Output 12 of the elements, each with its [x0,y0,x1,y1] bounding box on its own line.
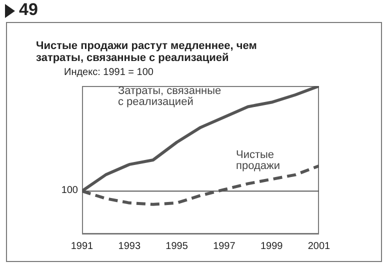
chart-subtitle: Индекс: 1991 = 100 [64,67,154,78]
x-tick-label: 1995 [166,241,188,252]
x-tick-label: 1997 [213,241,236,252]
x-tick-label: 1999 [260,241,284,252]
series-label: Затраты, связанные с реализацией [118,85,222,108]
chart-title: Чистые продажи растут медленнее, чем затраты, связанные с реализацией [36,40,258,64]
x-tick-label: 1993 [118,241,141,252]
x-tick-label: 2001 [308,241,331,252]
x-tick-label: 1991 [70,241,94,252]
text: 100 [61,185,78,198]
text: 49 [19,0,38,20]
series-label: Чистые продажи [236,149,281,172]
